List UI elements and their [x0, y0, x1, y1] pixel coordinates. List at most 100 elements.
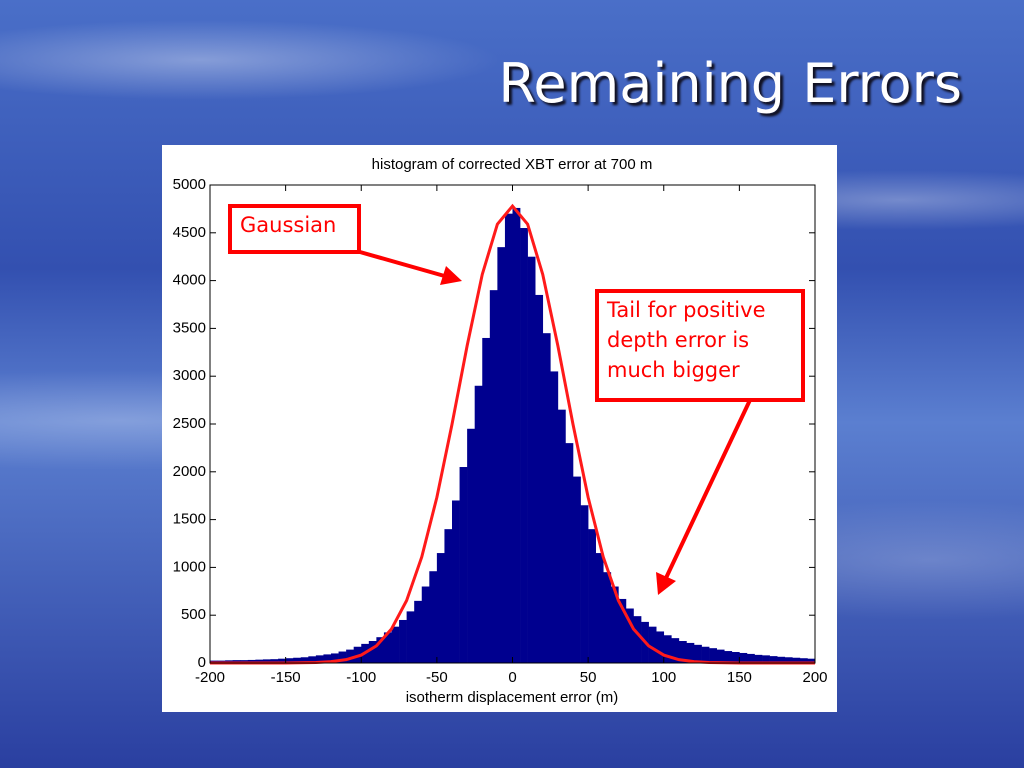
- y-tick-label: 5000: [173, 176, 206, 193]
- x-tick-label: -150: [271, 669, 301, 686]
- bar: [414, 600, 423, 663]
- y-tick-label: 0: [198, 654, 206, 671]
- x-tick-label: 0: [508, 669, 516, 686]
- bar: [308, 656, 317, 663]
- bar: [580, 505, 589, 663]
- bar: [520, 228, 528, 663]
- bar: [610, 586, 619, 663]
- x-tick-label: 100: [651, 669, 676, 686]
- bar: [807, 658, 816, 663]
- bar: [754, 654, 763, 663]
- bar: [504, 213, 513, 663]
- bar: [436, 553, 445, 663]
- bar: [557, 409, 566, 663]
- bar: [777, 656, 786, 663]
- bar: [731, 652, 740, 663]
- bar: [482, 337, 491, 663]
- bar: [512, 207, 521, 663]
- bar: [459, 467, 468, 663]
- bar: [376, 637, 385, 663]
- bar: [474, 385, 483, 663]
- bar: [625, 608, 634, 663]
- bar: [792, 657, 801, 663]
- chart-title: histogram of corrected XBT error at 700 …: [372, 156, 653, 173]
- x-tick-label: 150: [727, 669, 752, 686]
- bar: [391, 626, 400, 663]
- bar: [421, 586, 430, 663]
- x-tick-label: -100: [346, 669, 376, 686]
- y-tick-label: 3000: [173, 367, 206, 384]
- bar: [716, 649, 725, 663]
- arrow-head: [656, 572, 676, 595]
- x-tick-label: 200: [802, 669, 827, 686]
- bar: [701, 646, 710, 663]
- bar: [724, 651, 733, 663]
- bar: [315, 655, 324, 663]
- bar: [739, 652, 748, 663]
- x-axis-label: isotherm displacement error (m): [406, 689, 619, 706]
- bar: [542, 333, 551, 663]
- bar: [368, 641, 377, 663]
- bar: [444, 529, 453, 663]
- bar: [331, 653, 339, 663]
- bar: [565, 443, 574, 663]
- bar: [633, 616, 642, 663]
- bar: [383, 632, 392, 663]
- bar: [686, 642, 695, 663]
- bar: [406, 611, 415, 663]
- arrow-head: [440, 266, 462, 285]
- y-tick-label: 2500: [173, 415, 206, 432]
- bar: [663, 635, 672, 663]
- y-tick-label: 1500: [173, 511, 206, 528]
- y-tick-label: 3500: [173, 319, 206, 336]
- bar: [648, 626, 657, 663]
- bar: [769, 656, 778, 663]
- bar: [452, 500, 460, 663]
- bar: [293, 657, 302, 663]
- bar: [489, 290, 498, 663]
- bar: [399, 619, 407, 663]
- bar: [338, 651, 347, 663]
- bar: [346, 649, 354, 663]
- arrow: [359, 250, 449, 279]
- bar: [678, 641, 687, 663]
- bar: [527, 256, 536, 663]
- bar: [746, 653, 755, 663]
- bar: [247, 659, 256, 663]
- bar: [595, 553, 604, 663]
- bar: [784, 657, 793, 663]
- annotation: Tail for positive depth error is much bi…: [595, 289, 805, 402]
- x-tick-label: -50: [426, 669, 448, 686]
- bar: [278, 658, 286, 663]
- y-tick-label: 4500: [173, 224, 206, 241]
- bar: [573, 476, 581, 663]
- bar: [467, 428, 475, 663]
- bar: [694, 644, 702, 663]
- y-tick-label: 500: [181, 606, 206, 623]
- bar: [709, 648, 717, 663]
- bar: [255, 659, 264, 663]
- arrow: [664, 399, 752, 579]
- bar: [285, 658, 294, 663]
- bar: [300, 657, 309, 663]
- bar: [262, 659, 271, 663]
- bar: [656, 631, 665, 663]
- y-tick-label: 4000: [173, 272, 206, 289]
- bar: [603, 572, 612, 663]
- bar: [535, 294, 544, 663]
- x-tick-label: 50: [580, 669, 597, 686]
- y-tick-label: 1000: [173, 558, 206, 575]
- bar: [323, 654, 332, 663]
- y-tick-label: 2000: [173, 463, 206, 480]
- bar: [762, 655, 770, 663]
- bar: [799, 658, 808, 663]
- bar: [429, 571, 438, 663]
- x-tick-label: -200: [195, 669, 225, 686]
- bar: [618, 598, 627, 663]
- bar: [671, 638, 680, 663]
- bar: [270, 659, 279, 663]
- annotation: Gaussian: [228, 204, 361, 254]
- bar: [497, 247, 506, 663]
